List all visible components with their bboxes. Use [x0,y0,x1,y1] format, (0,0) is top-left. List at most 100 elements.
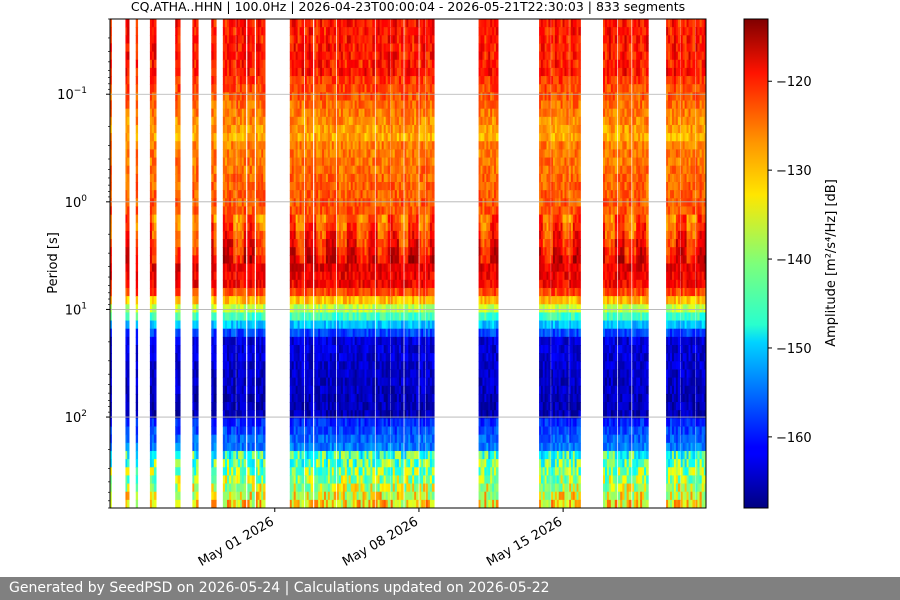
heatmap-cell [310,263,314,273]
heatmap-cell [381,491,385,501]
heatmap-cell [350,67,354,77]
heatmap-cell [344,271,348,281]
heatmap-cell [255,255,259,265]
heatmap-cell [325,182,329,191]
heatmap-cell [192,320,195,330]
heatmap-cell [381,59,385,69]
heatmap-cell [196,133,199,142]
heatmap-cell [211,239,215,248]
heatmap-cell [320,222,323,232]
heatmap-cell [336,124,340,134]
heatmap-cell [259,84,262,93]
heatmap-cell [127,92,130,102]
heatmap-cell [233,304,236,313]
heatmap-cell [135,51,139,61]
heatmap-cell [314,116,317,126]
heatmap-cell [213,410,217,419]
heatmap-cell [238,304,241,313]
heatmap-cell [231,426,234,436]
heatmap-cell [243,19,247,28]
heatmap-cell [135,287,139,297]
heatmap-cell [291,410,295,419]
heatmap-cell [291,19,295,28]
heatmap-cell [177,59,181,69]
heatmap-cell [211,190,215,199]
heatmap-cell [295,206,299,216]
heatmap-cell [304,312,308,322]
heatmap-cell [392,312,396,322]
heatmap-cell [153,499,157,508]
heatmap-cell [387,108,391,118]
heatmap-cell [385,222,389,232]
heatmap-cell [293,230,297,240]
heatmap-cell [127,263,130,273]
heatmap-cell [314,426,317,436]
heatmap-cell [213,124,217,134]
heatmap-cell [327,418,331,428]
heatmap-cell [211,182,215,191]
heatmap-cell [238,116,241,126]
heatmap-cell [322,198,325,208]
heatmap-cell [289,385,293,395]
heatmap-cell [348,361,352,371]
heatmap-cell [297,239,301,248]
heatmap-cell [372,442,375,452]
heatmap-cell [194,491,197,501]
heatmap-cell [295,320,299,330]
heatmap-cell [329,255,333,265]
heatmap-cell [375,369,379,379]
heatmap-cell [368,255,371,265]
heatmap-cell [333,304,337,313]
heatmap-cell [175,255,179,265]
heatmap-cell [227,393,230,403]
heatmap-cell [360,230,364,240]
heatmap-cell [338,214,342,224]
heatmap-cell [151,287,155,297]
heatmap-cell [224,116,228,126]
heatmap-cell [222,459,226,468]
heatmap-cell [387,67,391,77]
heatmap-cell [306,442,310,452]
heatmap-cell [344,19,348,28]
heatmap-cell [370,133,373,142]
heatmap-cell [368,239,371,248]
heatmap-cell [372,92,375,102]
heatmap-cell [196,353,199,362]
heatmap-cell [299,141,303,150]
heatmap-cell [227,116,230,126]
heatmap-cell [354,133,358,142]
heatmap-cell [358,19,362,28]
heatmap-cell [229,165,232,175]
heatmap-cell [308,43,312,53]
heatmap-cell [238,100,241,110]
heatmap-cell [346,149,350,159]
heatmap-cell [297,35,301,45]
heatmap-cell [348,206,352,216]
heatmap-cell [149,43,153,53]
heatmap-cell [352,279,356,289]
heatmap-cell [135,385,139,395]
heatmap-cell [354,410,358,419]
heatmap-cell [348,173,352,183]
heatmap-cell [231,345,234,354]
heatmap-cell [289,173,293,183]
heatmap-cell [259,222,262,232]
heatmap-cell [346,198,350,208]
heatmap-cell [394,27,398,36]
heatmap-cell [342,442,346,452]
heatmap-cell [236,475,239,485]
heatmap-cell [362,59,366,69]
heatmap-cell [368,410,371,419]
heatmap-cell [316,483,319,493]
heatmap-cell [338,442,342,452]
heatmap-cell [381,369,385,379]
heatmap-cell [358,133,362,142]
heatmap-cell [379,499,383,508]
heatmap-cell [247,133,251,142]
heatmap-cell [308,108,312,118]
heatmap-cell [381,51,385,61]
heatmap-cell [333,247,337,256]
heatmap-cell [306,345,310,354]
heatmap-cell [331,418,335,428]
heatmap-cell [346,279,350,289]
